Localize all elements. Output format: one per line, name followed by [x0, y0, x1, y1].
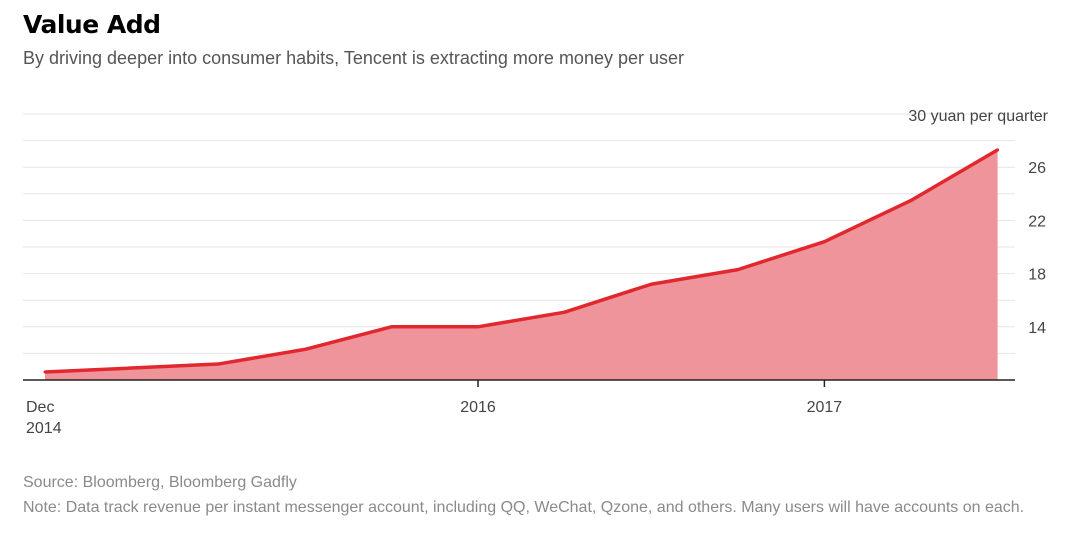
data-point [822, 240, 826, 244]
chart-subtitle: By driving deeper into consumer habits, … [23, 48, 684, 68]
source-text: Source: Bloomberg, Bloomberg Gadfly [23, 474, 297, 491]
y-tick-label: 26 [1028, 160, 1046, 177]
data-point [130, 366, 134, 370]
x-tick-label: 2017 [807, 399, 843, 416]
data-point [563, 310, 567, 314]
x-tick-label: Dec [26, 399, 54, 416]
y-axis-label: 30 yuan per quarter [908, 108, 1048, 125]
data-point [736, 268, 740, 272]
data-point [996, 148, 1000, 152]
data-point [649, 282, 653, 286]
y-tick-label: 14 [1028, 320, 1046, 337]
data-point [389, 325, 393, 329]
y-tick-label: 18 [1028, 267, 1046, 284]
data-point [303, 347, 307, 351]
data-point [43, 370, 47, 374]
data-point [216, 362, 220, 366]
x-tick-label: 2016 [460, 399, 496, 416]
chart-title: Value Add [23, 10, 161, 39]
data-point [476, 325, 480, 329]
series-area [45, 149, 998, 380]
y-tick-label: 22 [1028, 213, 1046, 230]
series-line [44, 148, 999, 374]
data-point [909, 198, 913, 202]
x-tick-label-year: 2014 [26, 420, 62, 437]
note-text: Note: Data track revenue per instant mes… [23, 499, 1025, 516]
